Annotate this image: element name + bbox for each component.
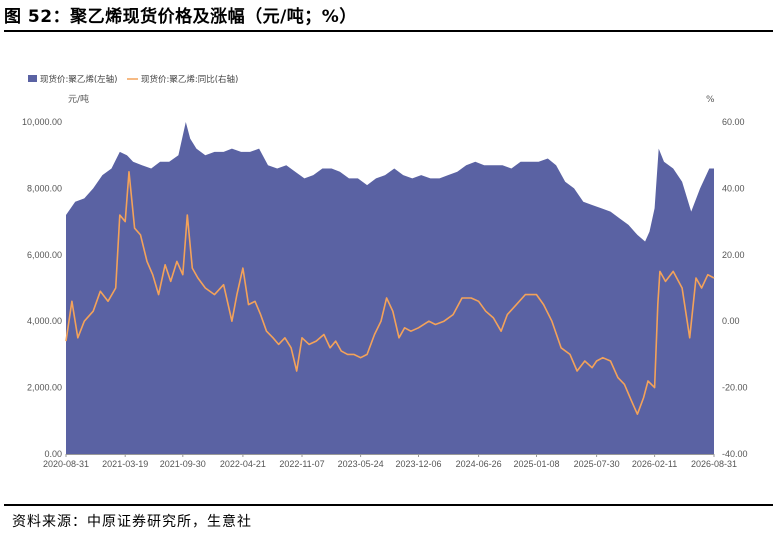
x-tick-label: 2021-09-30 bbox=[160, 459, 206, 469]
y-left-tick-label: 6,000.00 bbox=[27, 250, 62, 260]
y-right-tick-label: 60.00 bbox=[722, 117, 745, 127]
x-tick-label: 2024-06-26 bbox=[456, 459, 502, 469]
right-axis-ticks: -40.00 -20.00 0.00 20.00 40.00 60.00 bbox=[722, 117, 748, 459]
polyethylene-price-chart: 现货价:聚乙烯(左轴) 现货价:聚乙烯:同比(右轴) 元/吨 % 0.00 2,0… bbox=[22, 74, 748, 469]
source-note: 资料来源：中原证券研究所，生意社 bbox=[12, 514, 252, 530]
source-rule bbox=[4, 504, 773, 506]
title-rule bbox=[4, 30, 773, 32]
legend-label-yoy: 现货价:聚乙烯:同比(右轴) bbox=[141, 74, 238, 85]
y-right-tick-label: -20.00 bbox=[722, 383, 748, 393]
x-tick-label: 2023-05-24 bbox=[338, 459, 384, 469]
x-axis-ticks: 2020-08-31 2021-03-19 2021-09-30 2022-04-21… bbox=[43, 454, 737, 469]
x-tick-label: 2025-07-30 bbox=[574, 459, 620, 469]
y-right-tick-label: -40.00 bbox=[722, 449, 748, 459]
y-right-tick-label: 0.00 bbox=[722, 316, 740, 326]
x-tick-label: 2023-12-06 bbox=[395, 459, 441, 469]
x-tick-label: 2022-11-07 bbox=[279, 459, 324, 469]
y-right-tick-label: 40.00 bbox=[722, 183, 745, 193]
legend-swatch-price bbox=[28, 75, 37, 82]
chart-legend: 现货价:聚乙烯(左轴) 现货价:聚乙烯:同比(右轴) bbox=[28, 74, 238, 85]
plot-area bbox=[65, 122, 715, 455]
x-tick-label: 2021-03-19 bbox=[102, 459, 148, 469]
y-left-tick-label: 8,000.00 bbox=[27, 183, 62, 193]
x-tick-label: 2026-02-11 bbox=[632, 459, 677, 469]
figure-title: 图 52：聚乙烯现货价格及涨幅（元/吨；%） bbox=[4, 7, 357, 27]
left-axis-ticks: 0.00 2,000.00 4,000.00 6,000.00 8,000.00 10,0… bbox=[22, 117, 62, 459]
y-left-tick-label: 4,000.00 bbox=[27, 316, 62, 326]
y-right-tick-label: 20.00 bbox=[722, 250, 745, 260]
y-left-tick-label: 0.00 bbox=[44, 449, 62, 459]
series-area-price bbox=[66, 122, 714, 454]
y-left-tick-label: 10,000.00 bbox=[22, 117, 62, 127]
x-tick-label: 2026-08-31 bbox=[691, 459, 737, 469]
right-axis-unit: % bbox=[706, 95, 715, 105]
series-line-yoy bbox=[65, 171, 715, 415]
left-axis-unit: 元/吨 bbox=[68, 93, 89, 105]
x-tick-label: 2022-04-21 bbox=[220, 459, 266, 469]
legend-label-price: 现货价:聚乙烯(左轴) bbox=[40, 74, 118, 85]
x-tick-label: 2025-01-08 bbox=[513, 459, 559, 469]
y-left-tick-label: 2,000.00 bbox=[27, 383, 62, 393]
x-tick-label: 2020-08-31 bbox=[43, 459, 89, 469]
